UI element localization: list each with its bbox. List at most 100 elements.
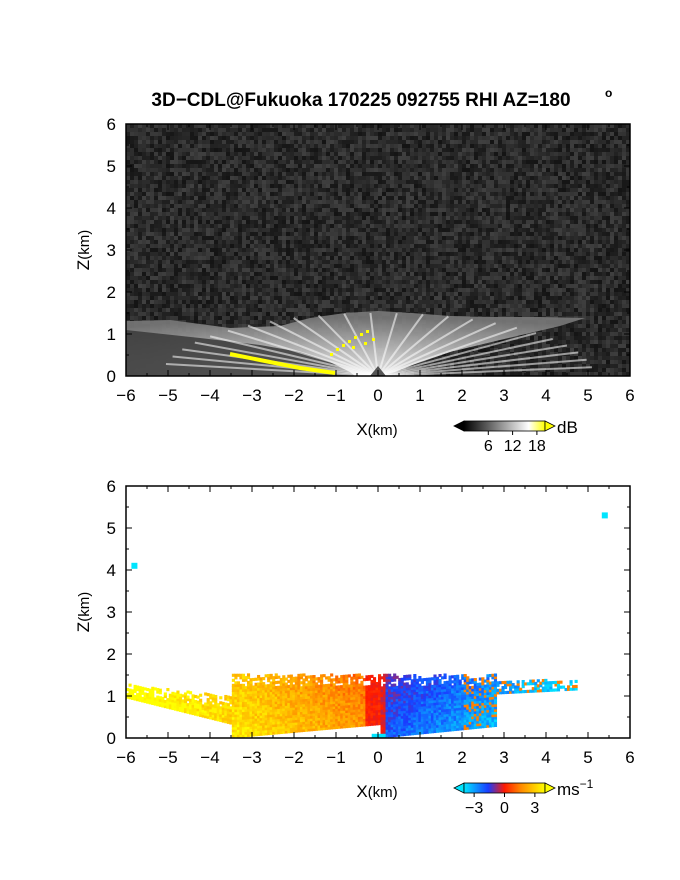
- intensity-noise-cell: [514, 156, 518, 160]
- intensity-noise-cell: [278, 152, 282, 156]
- intensity-noise-cell: [322, 256, 326, 260]
- intensity-noise-cell: [282, 264, 286, 268]
- intensity-noise-cell: [574, 204, 578, 208]
- intensity-noise-cell: [502, 196, 506, 200]
- intensity-noise-cell: [498, 152, 502, 156]
- intensity-noise-cell: [622, 140, 626, 144]
- intensity-noise-cell: [186, 148, 190, 152]
- intensity-noise-cell: [266, 128, 270, 132]
- intensity-noise-cell: [202, 256, 206, 260]
- intensity-noise-cell: [470, 192, 474, 196]
- intensity-noise-cell: [414, 148, 418, 152]
- intensity-noise-cell: [626, 160, 630, 164]
- intensity-noise-cell: [294, 156, 298, 160]
- intensity-noise-cell: [370, 204, 374, 208]
- intensity-noise-cell: [542, 240, 546, 244]
- intensity-noise-cell: [142, 164, 146, 168]
- intensity-noise-cell: [150, 224, 154, 228]
- intensity-noise-cell: [498, 212, 502, 216]
- intensity-noise-cell: [282, 196, 286, 200]
- intensity-noise-cell: [554, 148, 558, 152]
- intensity-noise-cell: [226, 200, 230, 204]
- intensity-noise-cell: [626, 200, 630, 204]
- intensity-noise-cell: [314, 236, 318, 240]
- intensity-noise-cell: [186, 124, 190, 128]
- intensity-noise-cell: [294, 252, 298, 256]
- intensity-noise-cell: [362, 184, 366, 188]
- intensity-noise-cell: [426, 232, 430, 236]
- intensity-noise-cell: [458, 168, 462, 172]
- intensity-noise-cell: [518, 260, 522, 264]
- intensity-noise-cell: [566, 188, 570, 192]
- intensity-noise-cell: [546, 124, 550, 128]
- intensity-noise-cell: [134, 168, 138, 172]
- intensity-noise-cell: [170, 184, 174, 188]
- intensity-noise-cell: [142, 248, 146, 252]
- intensity-noise-cell: [330, 276, 334, 280]
- intensity-noise-cell: [302, 236, 306, 240]
- intensity-noise-cell: [546, 208, 550, 212]
- intensity-noise-cell: [502, 184, 506, 188]
- intensity-noise-cell: [530, 204, 534, 208]
- intensity-noise-cell: [270, 224, 274, 228]
- intensity-noise-cell: [494, 232, 498, 236]
- intensity-noise-cell: [526, 144, 530, 148]
- intensity-noise-cell: [426, 148, 430, 152]
- intensity-noise-cell: [230, 272, 234, 276]
- intensity-noise-cell: [158, 192, 162, 196]
- intensity-noise-cell: [126, 184, 130, 188]
- intensity-noise-cell: [594, 144, 598, 148]
- intensity-noise-cell: [374, 248, 378, 252]
- intensity-noise-cell: [514, 176, 518, 180]
- intensity-noise-cell: [306, 136, 310, 140]
- intensity-noise-cell: [162, 248, 166, 252]
- intensity-noise-cell: [618, 196, 622, 200]
- intensity-noise-cell: [390, 220, 394, 224]
- intensity-noise-cell: [134, 212, 138, 216]
- intensity-noise-cell: [142, 228, 146, 232]
- intensity-noise-cell: [266, 148, 270, 152]
- intensity-noise-cell: [290, 208, 294, 212]
- intensity-noise-cell: [426, 196, 430, 200]
- intensity-noise-cell: [406, 192, 410, 196]
- intensity-noise-cell: [610, 208, 614, 212]
- intensity-noise-cell: [626, 172, 630, 176]
- intensity-noise-cell: [498, 184, 502, 188]
- intensity-noise-cell: [346, 144, 350, 148]
- intensity-noise-cell: [178, 128, 182, 132]
- intensity-noise-cell: [542, 264, 546, 268]
- intensity-noise-cell: [146, 128, 150, 132]
- intensity-noise-cell: [454, 212, 458, 216]
- intensity-noise-cell: [350, 132, 354, 136]
- intensity-noise-cell: [606, 176, 610, 180]
- intensity-noise-cell: [534, 164, 538, 168]
- intensity-noise-cell: [334, 220, 338, 224]
- intensity-noise-cell: [430, 276, 434, 280]
- intensity-noise-cell: [566, 136, 570, 140]
- intensity-noise-cell: [266, 140, 270, 144]
- intensity-noise-cell: [538, 268, 542, 272]
- intensity-noise-cell: [158, 212, 162, 216]
- intensity-noise-cell: [622, 156, 626, 160]
- intensity-noise-cell: [362, 232, 366, 236]
- intensity-noise-cell: [374, 224, 378, 228]
- intensity-noise-cell: [162, 196, 166, 200]
- intensity-noise-cell: [434, 184, 438, 188]
- intensity-noise-cell: [222, 276, 226, 280]
- intensity-noise-cell: [190, 192, 194, 196]
- intensity-noise-cell: [206, 200, 210, 204]
- intensity-noise-cell: [514, 212, 518, 216]
- intensity-noise-cell: [178, 180, 182, 184]
- intensity-noise-cell: [138, 200, 142, 204]
- intensity-noise-cell: [526, 152, 530, 156]
- intensity-noise-cell: [474, 184, 478, 188]
- intensity-noise-cell: [186, 260, 190, 264]
- intensity-noise-cell: [154, 144, 158, 148]
- intensity-noise-cell: [610, 212, 614, 216]
- intensity-noise-cell: [382, 248, 386, 252]
- intensity-noise-cell: [266, 192, 270, 196]
- intensity-noise-cell: [514, 144, 518, 148]
- intensity-noise-cell: [146, 172, 150, 176]
- intensity-noise-cell: [322, 260, 326, 264]
- intensity-noise-cell: [438, 236, 442, 240]
